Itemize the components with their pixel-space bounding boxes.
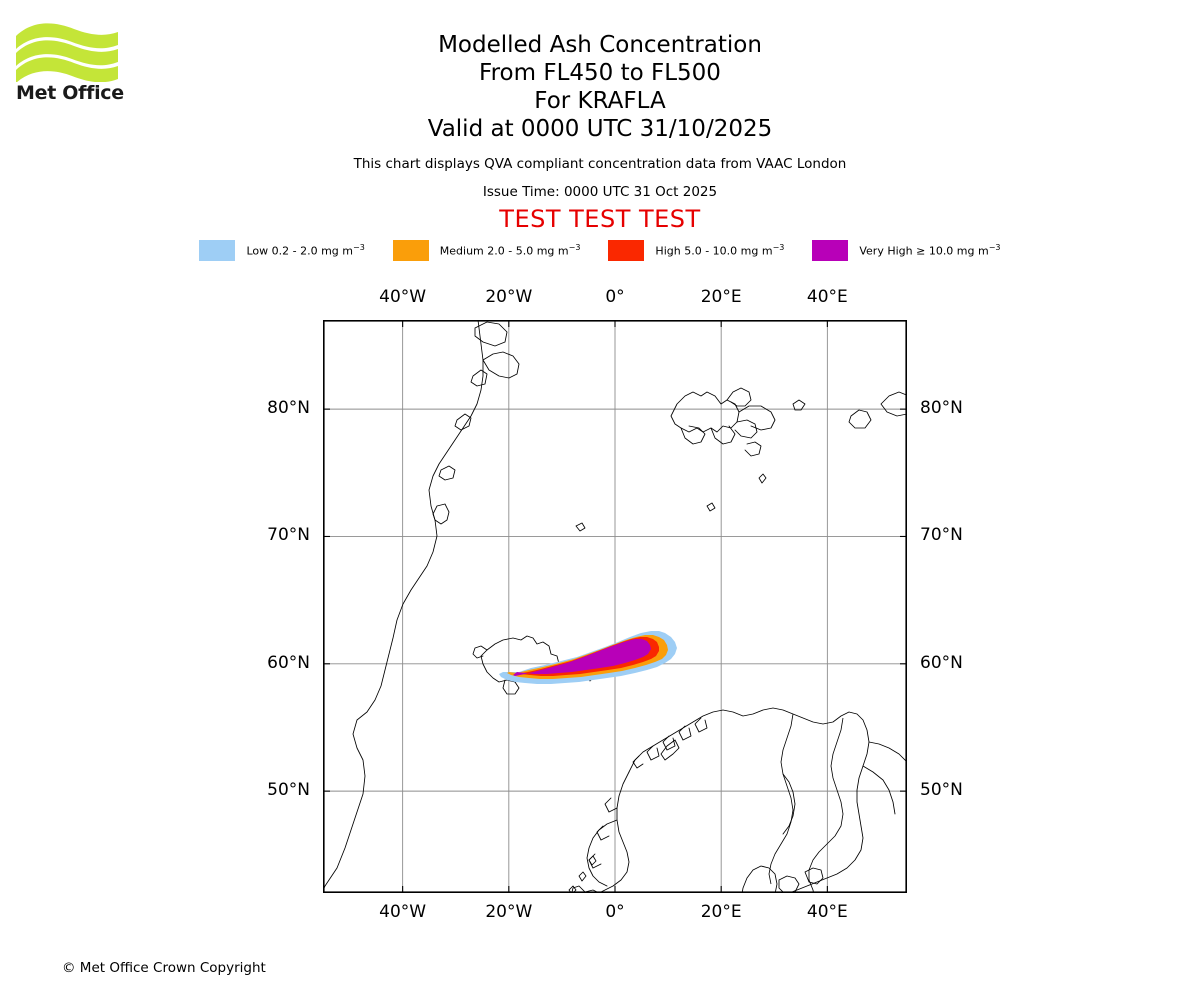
lon-label-top-40°E: 40°E xyxy=(806,287,848,307)
issue-time: Issue Time: 0000 UTC 31 Oct 2025 xyxy=(482,184,718,200)
lat-label-left-50°N: 50°N xyxy=(267,780,310,801)
lon-label-bottom-40°W: 40°W xyxy=(379,902,427,922)
volcano-subtitle: For KRAFLA xyxy=(534,88,666,114)
ash-plume xyxy=(499,631,677,684)
lat-label-left-70°N: 70°N xyxy=(267,525,310,546)
flight-level-subtitle: From FL450 to FL500 xyxy=(479,60,721,86)
lon-label-top-0°: 0° xyxy=(605,287,625,307)
legend-label-high: High 5.0 - 10.0 mg m−3 xyxy=(655,243,785,258)
legend-item-very-high: Very High ≥ 10.0 mg m−3 xyxy=(812,240,1001,261)
lon-label-top-40°W: 40°W xyxy=(379,287,427,307)
legend-item-low: Low 0.2 - 2.0 mg m−3 xyxy=(199,240,365,261)
legend-item-high: High 5.0 - 10.0 mg m−3 xyxy=(608,240,784,261)
lon-label-bottom-0°: 0° xyxy=(605,902,625,922)
lat-label-left-60°N: 60°N xyxy=(267,652,310,673)
lat-label-right-70°N: 70°N xyxy=(920,525,963,546)
lon-label-top-20°W: 20°W xyxy=(485,287,533,307)
lon-label-bottom-20°W: 20°W xyxy=(485,902,533,922)
lon-label-bottom-20°E: 20°E xyxy=(700,902,742,922)
lon-label-bottom-40°E: 40°E xyxy=(806,902,848,922)
legend-label-low: Low 0.2 - 2.0 mg m−3 xyxy=(246,243,365,258)
legend-label-medium: Medium 2.0 - 5.0 mg m−3 xyxy=(439,243,581,258)
legend-swatch-very-high xyxy=(812,240,849,261)
plume-contour-very-high xyxy=(513,639,651,676)
legend-item-medium: Medium 2.0 - 5.0 mg m−3 xyxy=(392,240,581,261)
lon-label-top-20°E: 20°E xyxy=(700,287,742,307)
lat-label-right-80°N: 80°N xyxy=(920,398,963,419)
map-frame xyxy=(323,320,907,893)
lat-label-left-80°N: 80°N xyxy=(267,398,310,419)
legend-swatch-medium xyxy=(392,240,429,261)
copyright-notice: © Met Office Crown Copyright xyxy=(62,960,266,976)
map-coastlines xyxy=(323,320,907,893)
legend-label-very-high: Very High ≥ 10.0 mg m−3 xyxy=(859,243,1001,258)
map-canvas xyxy=(323,320,907,893)
legend-swatch-high xyxy=(608,240,645,261)
ash-concentration-map xyxy=(323,320,907,893)
lat-label-right-60°N: 60°N xyxy=(920,652,963,673)
brand-name: Met Office xyxy=(16,82,124,104)
met-office-waves-icon xyxy=(16,23,118,83)
legend-swatch-low xyxy=(199,240,236,261)
valid-time-subtitle: Valid at 0000 UTC 31/10/2025 xyxy=(427,116,773,142)
test-banner: TEST TEST TEST xyxy=(499,205,701,233)
concentration-legend: Low 0.2 - 2.0 mg m−3 Medium 2.0 - 5.0 mg … xyxy=(0,240,1200,261)
met-office-logo: Met Office xyxy=(14,20,134,115)
lat-label-right-50°N: 50°N xyxy=(920,780,963,801)
chart-header: Modelled Ash Concentration From FL450 to… xyxy=(0,0,1200,234)
map-gridlines xyxy=(323,320,907,893)
page-title: Modelled Ash Concentration xyxy=(438,32,762,58)
data-source-note: This chart displays QVA compliant concen… xyxy=(353,156,847,172)
